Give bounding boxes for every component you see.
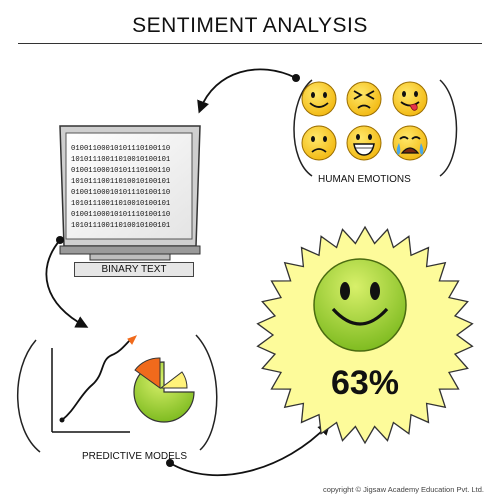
binary-line: 10101110011010010100101 [71, 222, 170, 230]
binary-line: 10101110011010010100101 [71, 178, 170, 186]
binary-line: 10101110011010010100101 [71, 156, 170, 164]
line-chart-icon [51, 335, 138, 433]
arrow-models-to-result [169, 422, 331, 477]
binary-line: 01001100010101110100110 [71, 211, 170, 219]
sad-face-icon [301, 125, 337, 161]
binary-text-label: BINARY TEXT [74, 262, 194, 277]
binary-text-block: 01001100010101110100110 1010111001101001… [71, 145, 170, 230]
binary-line: 01001100010101110100110 [71, 145, 170, 153]
arrow-binary-to-models [45, 239, 89, 328]
monitor-icon: 01001100010101110100110 1010111001101001… [59, 125, 201, 261]
binary-line: 01001100010101110100110 [71, 167, 170, 175]
human-emotions-label: HUMAN EMOTIONS [318, 174, 411, 185]
title-divider [18, 43, 482, 44]
emotions-group [293, 79, 458, 177]
angry-face-icon [346, 81, 382, 117]
emotions-bracket-right [439, 79, 458, 177]
binary-line: 10101110011010010100101 [71, 200, 170, 208]
happy-face-icon [301, 81, 337, 117]
grinning-face-icon [346, 125, 382, 161]
predictive-models-label: PREDICTIVE MODELS [82, 451, 188, 462]
pie-chart-icon [133, 357, 195, 423]
silly-face-icon [392, 81, 428, 117]
crying-face-icon [392, 125, 428, 161]
page-title: SENTIMENT ANALYSIS [132, 14, 368, 37]
predictive-models-group [17, 334, 218, 453]
big-smiley-icon [313, 258, 407, 352]
result-badge: 63% [256, 225, 474, 445]
arrow-emotions-to-binary [197, 68, 297, 114]
copyright-notice: copyright © Jigsaw Academy Education Pvt… [322, 485, 484, 494]
result-percent: 63% [331, 364, 399, 402]
models-bracket-right [195, 334, 218, 451]
models-bracket-left [17, 339, 41, 453]
emotions-bracket-left [293, 79, 313, 177]
binary-line: 01001100010101110100110 [71, 189, 170, 197]
